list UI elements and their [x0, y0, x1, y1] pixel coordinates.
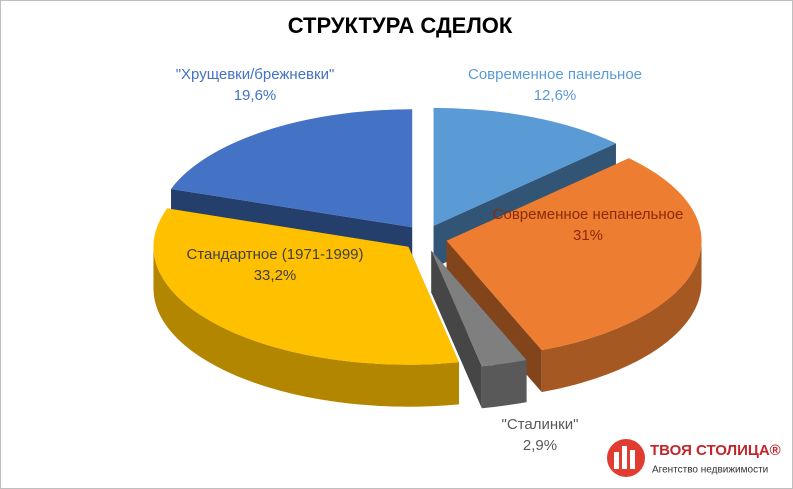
slice-top [446, 158, 702, 351]
slice-label: Современное панельное [468, 66, 642, 83]
slice-side [431, 250, 482, 409]
chart-title: СТРУКТУРА СДЕЛОК [288, 13, 513, 38]
slice-top [433, 107, 616, 226]
slice-wall [481, 360, 527, 409]
slice-top [153, 208, 459, 365]
slice-top [171, 109, 413, 228]
logo-icon-bar [630, 450, 635, 469]
slice [431, 250, 527, 409]
slice-label: "Сталинки" [502, 416, 579, 433]
slice [153, 208, 459, 407]
slice-label: Современное непанельное [493, 206, 684, 223]
value-label: 12,6% [534, 87, 577, 104]
slice-label: Стандартное (1971-1999) [187, 246, 364, 263]
value-label: 31% [573, 227, 603, 244]
logo-icon-bar [622, 446, 627, 469]
logo-name: ТВОЯ СТОЛИЦА® [650, 442, 781, 459]
slice-wall [153, 246, 459, 407]
value-label: 2,9% [523, 437, 557, 454]
logo: ТВОЯ СТОЛИЦА® Агентство недвижимости [607, 439, 781, 477]
value-label: 33,2% [254, 267, 297, 284]
slice-label: "Хрущевки/брежневки" [176, 66, 335, 83]
value-label: 19,6% [234, 87, 277, 104]
slice-wall [541, 240, 702, 393]
pie [153, 107, 702, 409]
logo-icon-bar [614, 452, 619, 469]
logo-tagline: Агентство недвижимости [652, 465, 768, 476]
slice-top [431, 250, 527, 367]
